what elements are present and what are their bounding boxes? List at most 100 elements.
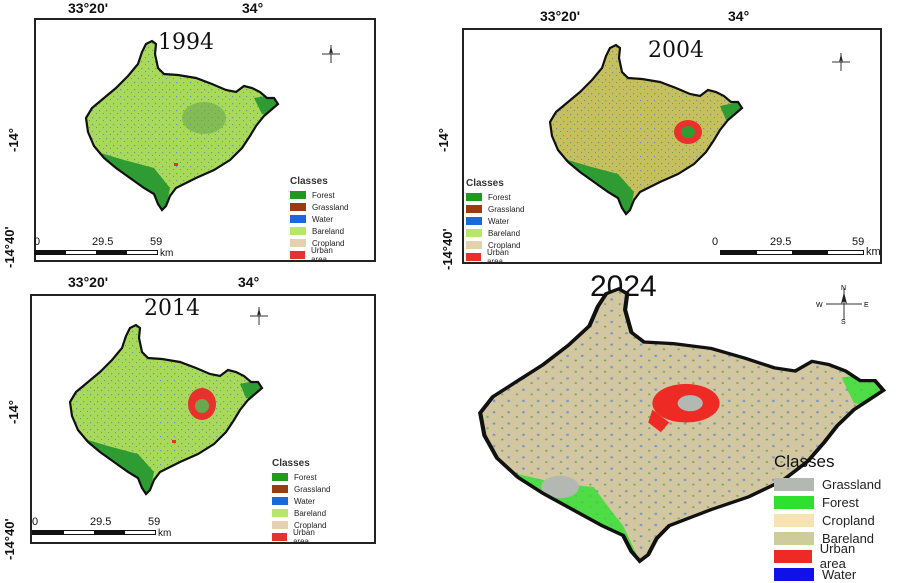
legend-label: Urban area bbox=[310, 246, 333, 264]
scale-tick-label: 29.5 bbox=[90, 516, 112, 528]
legend-swatch bbox=[466, 217, 482, 225]
longitude-label: 33°20' bbox=[68, 274, 109, 290]
legend-label: Water bbox=[312, 214, 334, 224]
scale-bar: 0 29.5 59 km bbox=[34, 236, 214, 262]
legend-label: Cropland bbox=[822, 512, 875, 528]
legend-swatch bbox=[466, 253, 481, 261]
legend-swatch bbox=[774, 549, 812, 563]
year-title: 1994 bbox=[158, 30, 214, 55]
legend-label: Grassland bbox=[822, 476, 882, 492]
scale-tick-label: 0 bbox=[34, 236, 41, 248]
latitude-label: -14°40' bbox=[2, 518, 17, 560]
legend-title: Classes bbox=[290, 176, 328, 187]
legend-title: Classes bbox=[272, 458, 310, 469]
legend-2024: Classes Grassland Forest Cropland Barela… bbox=[774, 452, 881, 583]
legend-item: Water bbox=[272, 495, 330, 507]
legend-item: Bareland bbox=[774, 529, 881, 547]
legend-swatch bbox=[774, 531, 814, 545]
scale-unit: km bbox=[866, 246, 881, 258]
legend-swatch bbox=[272, 533, 287, 541]
legend-2004: Classes Forest Grassland Water Bareland … bbox=[466, 178, 524, 266]
legend-label: Grassland bbox=[312, 202, 349, 212]
legend-item: Forest bbox=[466, 191, 524, 203]
legend-item: Urban area bbox=[272, 528, 330, 546]
latitude-label: -14° bbox=[6, 128, 21, 152]
district-map-2004 bbox=[548, 43, 744, 216]
north-label: N bbox=[841, 285, 846, 292]
legend-item: Urban area bbox=[466, 248, 524, 266]
longitude-label: 34° bbox=[728, 8, 750, 24]
legend-swatch bbox=[290, 227, 306, 235]
legend-label: Forest bbox=[294, 472, 317, 482]
legend-item: Forest bbox=[774, 493, 881, 511]
legend-item: Cropland bbox=[466, 239, 524, 251]
legend-label: Cropland bbox=[312, 238, 345, 248]
legend-swatch bbox=[290, 239, 306, 247]
legend-swatch bbox=[774, 513, 814, 527]
legend-swatch bbox=[272, 485, 288, 493]
legend-swatch bbox=[774, 477, 814, 491]
legend-label: Forest bbox=[822, 494, 859, 510]
legend-swatch bbox=[290, 215, 306, 223]
legend-1994: Classes Forest Grassland Water Bareland … bbox=[290, 176, 349, 264]
north-arrow-icon: N S E W bbox=[816, 284, 872, 326]
latitude-label: -14°40' bbox=[440, 228, 455, 270]
legend-item: Water bbox=[290, 213, 348, 225]
scale-unit: km bbox=[158, 528, 172, 539]
legend-label: Grassland bbox=[294, 484, 331, 494]
legend-title: Classes bbox=[466, 178, 504, 189]
north-arrow-icon bbox=[826, 48, 856, 76]
legend-label: Forest bbox=[488, 192, 511, 202]
scale-tick-label: 29.5 bbox=[770, 236, 792, 248]
legend-item: Grassland bbox=[272, 483, 330, 495]
south-label: S bbox=[841, 319, 846, 324]
district-map-2014 bbox=[68, 323, 264, 496]
legend-swatch bbox=[290, 251, 305, 259]
legend-swatch bbox=[272, 497, 288, 505]
longitude-label: 34° bbox=[238, 274, 260, 290]
legend-swatch bbox=[290, 191, 306, 199]
legend-label: Bareland bbox=[488, 228, 521, 238]
legend-label: Water bbox=[488, 216, 510, 226]
legend-label: Cropland bbox=[294, 520, 327, 530]
north-arrow-icon bbox=[316, 40, 346, 68]
legend-label: Urban area bbox=[486, 248, 509, 266]
legend-label: Bareland bbox=[822, 530, 875, 546]
year-title: 2004 bbox=[648, 38, 704, 63]
west-label: W bbox=[816, 302, 823, 309]
legend-swatch bbox=[466, 229, 482, 237]
year-title: 2014 bbox=[144, 296, 200, 321]
legend-label: Bareland bbox=[312, 226, 345, 236]
legend-item: Forest bbox=[290, 189, 348, 201]
legend-item: Grassland bbox=[466, 203, 524, 215]
scale-bar: 0 29.5 59 km bbox=[32, 516, 212, 542]
longitude-label: 33°20' bbox=[540, 8, 581, 24]
legend-swatch bbox=[774, 567, 814, 581]
legend-label: Bareland bbox=[294, 508, 327, 518]
scale-tick-label: 29.5 bbox=[92, 236, 114, 248]
legend-2014: Classes Forest Grassland Water Bareland … bbox=[272, 458, 330, 546]
legend-item: Water bbox=[466, 215, 524, 227]
legend-item: Urban area bbox=[290, 246, 348, 264]
longitude-label: 34° bbox=[242, 0, 264, 16]
district-map-2024 bbox=[476, 284, 896, 574]
legend-swatch bbox=[466, 205, 482, 213]
legend-label: Grassland bbox=[488, 204, 525, 214]
north-arrow-icon bbox=[244, 302, 274, 330]
scale-tick-label: 0 bbox=[32, 516, 39, 528]
scale-tick-label: 59 bbox=[852, 236, 865, 248]
legend-item: Bareland bbox=[290, 225, 348, 237]
latitude-label: -14° bbox=[6, 400, 21, 424]
legend-item: Urban area bbox=[774, 541, 881, 571]
legend-item: Grassland bbox=[774, 475, 881, 493]
legend-label: Cropland bbox=[488, 240, 521, 250]
legend-swatch bbox=[774, 495, 814, 509]
legend-item: Bareland bbox=[466, 227, 524, 239]
scale-tick-label: 59 bbox=[150, 236, 163, 248]
district-map-1994 bbox=[84, 39, 280, 212]
legend-swatch bbox=[290, 203, 306, 211]
legend-label: Urban area bbox=[292, 528, 315, 546]
legend-item: Bareland bbox=[272, 507, 330, 519]
legend-title: Classes bbox=[774, 452, 835, 471]
legend-label: Water bbox=[822, 566, 857, 582]
